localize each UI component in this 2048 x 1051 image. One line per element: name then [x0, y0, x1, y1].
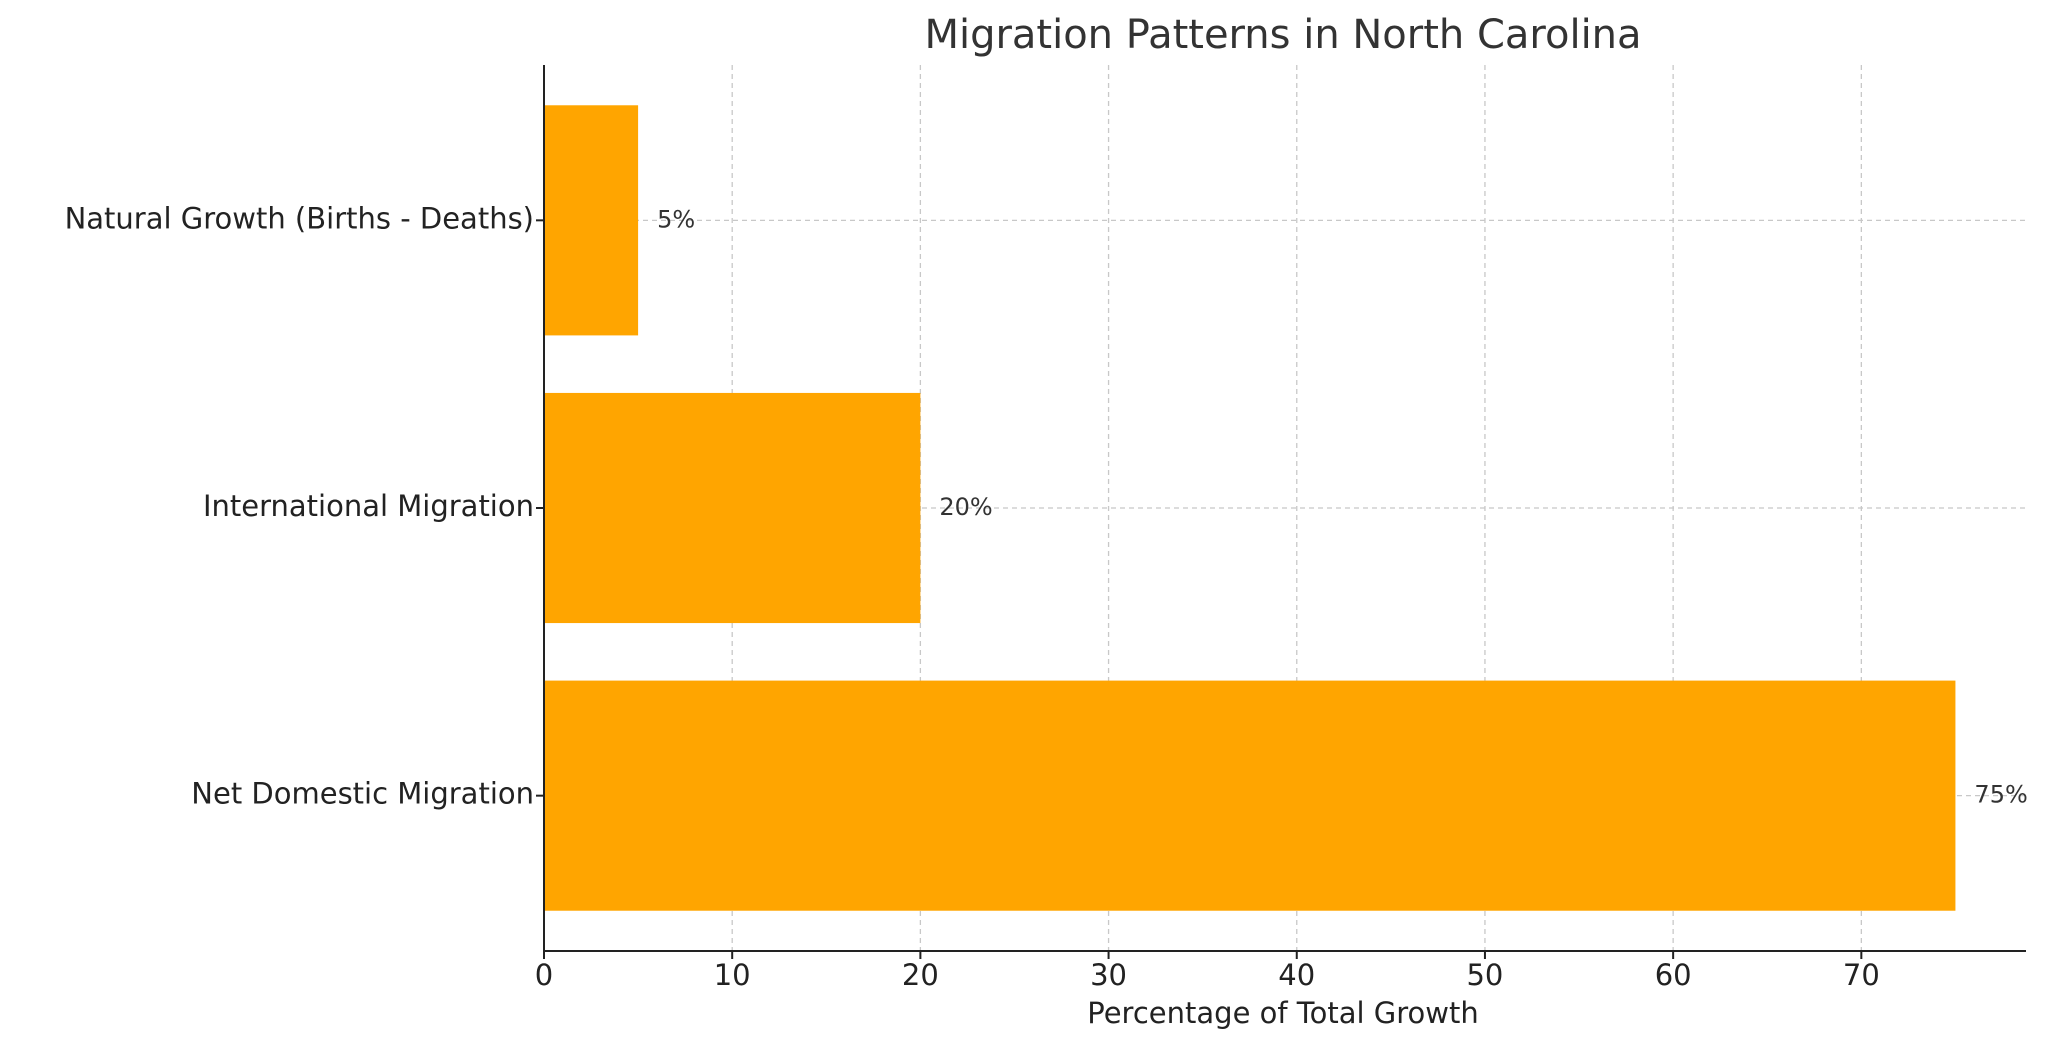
bar [544, 680, 1956, 911]
value-label: 75% [1974, 781, 2027, 809]
y-tick-label: Net Domestic Migration [191, 777, 534, 811]
x-tick-label: 10 [714, 958, 751, 992]
x-tick-label: 20 [902, 958, 939, 992]
y-tick-label: International Migration [203, 489, 534, 523]
x-tick-label: 60 [1655, 958, 1692, 992]
x-tick-label: 70 [1843, 958, 1880, 992]
value-label: 5% [657, 205, 695, 233]
x-tick-label: 30 [1090, 958, 1127, 992]
y-tick-label: Natural Growth (Births - Deaths) [65, 201, 534, 235]
chart-title: Migration Patterns in North Carolina [924, 12, 1641, 58]
bar [544, 392, 921, 624]
x-tick-label: 0 [535, 958, 553, 992]
x-tick-label: 40 [1278, 958, 1315, 992]
bar [544, 105, 639, 336]
x-tick-label: 50 [1466, 958, 1503, 992]
x-axis-label: Percentage of Total Growth [1087, 996, 1478, 1030]
value-label: 20% [939, 493, 992, 521]
